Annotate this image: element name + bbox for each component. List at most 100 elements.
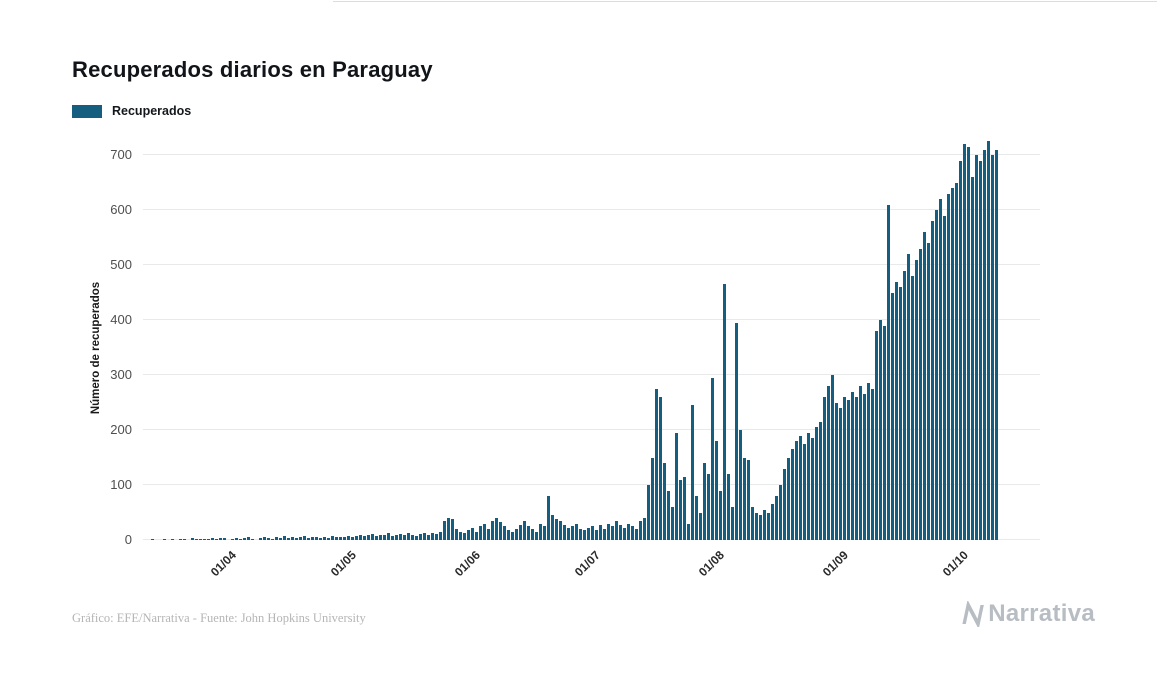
bar	[691, 405, 695, 540]
bar	[171, 539, 175, 540]
bar	[631, 526, 635, 540]
bar	[779, 485, 783, 540]
bar	[735, 322, 739, 540]
bar	[551, 515, 555, 540]
bar	[819, 421, 823, 540]
bar	[295, 538, 299, 540]
bar	[535, 531, 539, 540]
bar	[583, 530, 587, 540]
plot-area: 01/04 01/05 01/06 01/07 01/08 01/09 01/10	[143, 140, 1040, 579]
bar	[251, 538, 255, 540]
bar	[955, 182, 959, 540]
bar	[935, 210, 939, 540]
bar	[675, 432, 679, 540]
bar	[487, 529, 491, 540]
bar	[931, 221, 935, 540]
legend-swatch	[72, 104, 102, 118]
bar	[751, 507, 755, 540]
bar	[423, 532, 427, 540]
bar	[211, 538, 215, 540]
bar	[283, 536, 287, 540]
bar	[775, 496, 779, 540]
bar	[371, 533, 375, 540]
bar	[687, 523, 691, 540]
bar	[443, 520, 447, 540]
bar	[391, 535, 395, 540]
bar	[855, 397, 859, 540]
bar	[847, 399, 851, 540]
bar	[511, 531, 515, 540]
bar	[903, 270, 907, 540]
bar	[799, 435, 803, 540]
bar	[403, 535, 407, 540]
bar	[787, 457, 791, 540]
bar	[571, 526, 575, 540]
bar	[795, 441, 799, 540]
bar	[663, 463, 667, 540]
bar	[651, 457, 655, 540]
bar	[739, 430, 743, 540]
bar	[951, 188, 955, 540]
bar	[971, 177, 975, 540]
bar	[659, 397, 663, 540]
y-axis-tick-label: 400	[110, 312, 132, 327]
bar	[887, 204, 891, 540]
bar	[643, 518, 647, 540]
bar	[471, 527, 475, 540]
bar	[219, 537, 223, 540]
bar	[907, 254, 911, 540]
bar	[891, 292, 895, 540]
bar	[427, 534, 431, 540]
bar	[375, 535, 379, 540]
bar	[803, 443, 807, 540]
bar	[811, 438, 815, 540]
bar	[839, 408, 843, 540]
narrativa-logo: Narrativa	[960, 600, 1095, 628]
bar	[275, 537, 279, 540]
bar	[467, 530, 471, 540]
bar	[291, 536, 295, 540]
bar	[287, 537, 291, 540]
bar	[831, 375, 835, 540]
bar	[591, 526, 595, 540]
bar	[863, 394, 867, 540]
bar	[695, 496, 699, 540]
bar	[319, 538, 323, 540]
y-axis-tick-label: 100	[110, 477, 132, 492]
bar	[163, 538, 167, 540]
bar	[755, 512, 759, 540]
bar	[463, 533, 467, 540]
y-axis-tick-label: 600	[110, 202, 132, 217]
bar	[415, 535, 419, 540]
bar	[475, 531, 479, 540]
bar	[195, 539, 199, 540]
bar	[267, 537, 271, 540]
y-axis-tick-label: 300	[110, 367, 132, 382]
bar	[923, 232, 927, 540]
bar	[991, 155, 995, 540]
bar	[363, 536, 367, 540]
bar	[579, 529, 583, 540]
bar	[479, 526, 483, 540]
bar	[191, 538, 195, 540]
bar	[203, 539, 207, 540]
bar	[263, 536, 267, 540]
bar	[323, 536, 327, 540]
bar	[723, 284, 727, 540]
bar	[943, 215, 947, 540]
bar	[499, 522, 503, 540]
bar	[911, 276, 915, 540]
x-axis-tick-label: 01/06	[451, 548, 483, 580]
bar	[671, 507, 675, 540]
bar	[667, 490, 671, 540]
bar	[843, 397, 847, 540]
bar	[759, 515, 763, 540]
x-axis-tick-label: 01/07	[571, 548, 603, 580]
y-axis-tick-label: 700	[110, 147, 132, 162]
bar	[419, 533, 423, 540]
gridline	[143, 154, 1040, 155]
bar	[327, 537, 331, 540]
bar	[883, 325, 887, 540]
bar	[963, 144, 967, 540]
